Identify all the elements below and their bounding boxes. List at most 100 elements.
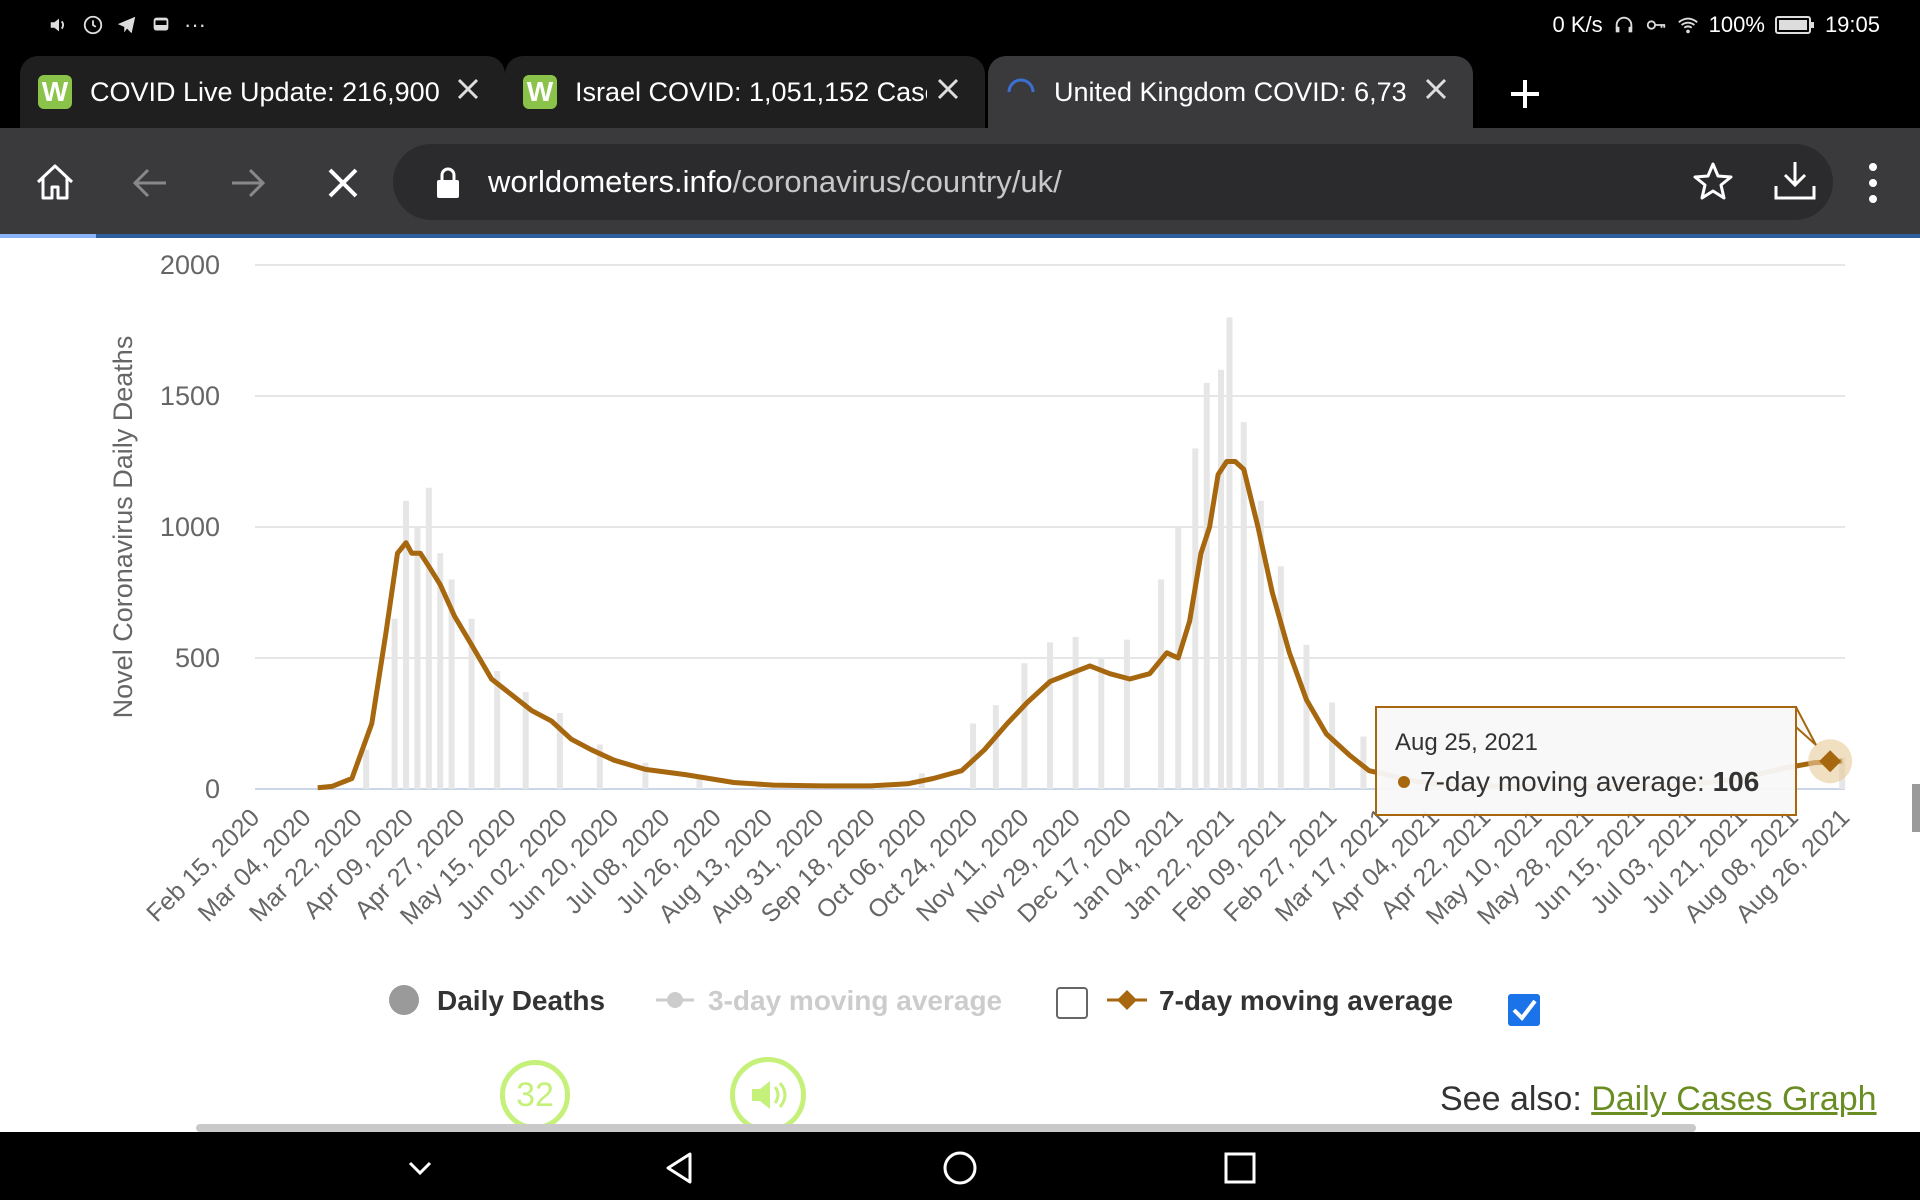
checkbox-7day[interactable] xyxy=(1508,994,1540,1026)
y-tick-label: 0 xyxy=(205,774,220,804)
bar-daily-death xyxy=(1203,382,1210,789)
y-tick-label: 1500 xyxy=(160,381,220,411)
audio-bubble[interactable] xyxy=(730,1057,806,1133)
bar-daily-death xyxy=(448,579,455,789)
nav-home-icon[interactable] xyxy=(938,1146,982,1190)
battery-percent: 100% xyxy=(1708,12,1765,37)
bar-daily-death xyxy=(1257,500,1264,789)
url-domain: worldometers.info xyxy=(488,164,733,199)
lock-icon[interactable] xyxy=(433,166,463,200)
chevron-down-icon[interactable] xyxy=(398,1146,442,1190)
y-tick-label: 2000 xyxy=(160,250,220,280)
clock-time: 19:05 xyxy=(1824,12,1880,37)
y-tick-label: 500 xyxy=(175,643,220,673)
hover-point-marker[interactable] xyxy=(1819,750,1842,773)
tab-uk-covid[interactable]: United Kingdom COVID: 6,73 xyxy=(988,56,1473,128)
telegram-icon xyxy=(117,16,136,34)
y-axis-label: Novel Coronavirus Daily Deaths xyxy=(108,336,138,719)
nav-back-icon[interactable] xyxy=(658,1146,702,1190)
bar-daily-death xyxy=(642,762,649,789)
tooltip-pointer xyxy=(1795,706,1817,746)
tooltip-date: Aug 25, 2021 xyxy=(1395,729,1538,756)
volume-icon xyxy=(50,18,65,32)
status-left-icons: ··· xyxy=(48,12,206,38)
bar-daily-death xyxy=(425,487,432,789)
bar-daily-death xyxy=(756,785,763,789)
tab-counter-bubble[interactable]: 32 xyxy=(500,1060,570,1130)
more-icon: ··· xyxy=(184,12,206,37)
legend-7-day-moving-average[interactable]: 7-day moving average xyxy=(1159,985,1453,1016)
bar-daily-death xyxy=(1021,663,1028,789)
wifi-icon xyxy=(1677,17,1698,34)
see-also: See also: Daily Cases Graph xyxy=(1440,1080,1877,1119)
bar-daily-death xyxy=(494,671,501,789)
bar-daily-death xyxy=(437,553,444,789)
close-tab-icon[interactable] xyxy=(453,74,483,104)
legend-daily-deaths-symbol[interactable] xyxy=(389,985,419,1015)
key-icon xyxy=(1646,20,1665,30)
new-tab-icon[interactable] xyxy=(1505,74,1545,114)
home-icon[interactable] xyxy=(30,158,80,208)
daily-cases-graph-link[interactable]: Daily Cases Graph xyxy=(1591,1080,1877,1118)
page-load-progress xyxy=(0,234,1920,238)
system-nav-bar xyxy=(0,1132,1920,1200)
close-tab-icon[interactable] xyxy=(1421,74,1451,104)
bar-daily-death xyxy=(1360,736,1367,789)
stop-loading-icon[interactable] xyxy=(318,158,368,208)
speaker-icon xyxy=(752,1081,787,1109)
tooltip-label: 7-day moving average: 106 xyxy=(1420,766,1759,797)
legend-3-day-moving-average[interactable]: 3-day moving average xyxy=(708,985,1002,1016)
bar-daily-death xyxy=(363,749,370,789)
bar-daily-death xyxy=(1329,702,1336,789)
status-right: 0 K/s 100% 19:05 xyxy=(1553,12,1880,38)
bar-daily-death xyxy=(414,527,421,789)
bar-daily-death xyxy=(1240,422,1247,789)
forward-icon[interactable] xyxy=(222,158,272,208)
bar-daily-death xyxy=(391,618,398,789)
menu-more-icon[interactable] xyxy=(1860,158,1886,208)
horizontal-scrollbar[interactable] xyxy=(196,1124,1696,1132)
tooltip-value: 106 xyxy=(1713,766,1760,797)
legend-daily-deaths[interactable]: Daily Deaths xyxy=(437,985,605,1016)
bar-daily-death xyxy=(522,692,529,789)
daily-deaths-chart: 0 500 1000 1500 2000 Novel Coronavirus Daily … xyxy=(108,250,1855,1026)
bar-daily-death xyxy=(1047,642,1053,789)
bar-daily-death xyxy=(992,705,999,789)
loading-spinner-icon xyxy=(1007,78,1035,93)
url-text[interactable]: worldometers.info/coronavirus/country/uk… xyxy=(488,164,1062,200)
browser-toolbar: worldometers.info/coronavirus/country/uk… xyxy=(0,128,1920,236)
vertical-scrollbar[interactable] xyxy=(1912,784,1920,832)
bar-daily-death xyxy=(1303,644,1310,789)
bar-daily-death xyxy=(1158,579,1165,789)
bar-daily-death xyxy=(468,618,475,789)
tab-strip: W COVID Live Update: 216,900, W Israel C… xyxy=(0,50,1920,128)
tab-title: Israel COVID: 1,051,152 Cases xyxy=(575,76,927,107)
close-tab-icon[interactable] xyxy=(933,74,963,104)
checkmark-icon xyxy=(1512,999,1537,1022)
bar-daily-death xyxy=(1123,639,1130,789)
bar-daily-death xyxy=(1192,448,1199,789)
address-bar[interactable]: worldometers.info/coronavirus/country/uk… xyxy=(393,144,1833,220)
bar-daily-death xyxy=(696,778,703,789)
tab-israel-covid[interactable]: W Israel COVID: 1,051,152 Cases xyxy=(505,56,985,128)
tab-title: United Kingdom COVID: 6,73 xyxy=(1054,76,1406,107)
system-status-bar: ··· 0 K/s 100% 19:05 xyxy=(0,0,1920,50)
bookmark-star-icon[interactable] xyxy=(1691,160,1735,204)
bar-daily-death xyxy=(970,723,977,789)
tab-covid-live[interactable]: W COVID Live Update: 216,900, xyxy=(20,56,505,128)
y-tick-label: 1000 xyxy=(160,512,220,542)
bar-daily-death xyxy=(1098,658,1105,789)
tooltip-series-dot xyxy=(1398,776,1410,788)
car-icon xyxy=(153,17,169,31)
download-icon[interactable] xyxy=(1770,156,1820,206)
nav-recents-icon[interactable] xyxy=(1218,1146,1262,1190)
bar-daily-death xyxy=(596,744,603,789)
bar-daily-death xyxy=(1072,637,1079,789)
legend-7day-symbol[interactable] xyxy=(1117,990,1137,1010)
bar-daily-death xyxy=(1226,317,1233,789)
back-icon[interactable] xyxy=(126,158,176,208)
bar-daily-death xyxy=(1217,369,1224,789)
legend-3day-symbol[interactable] xyxy=(667,992,683,1008)
worldometer-favicon: W xyxy=(38,75,72,109)
checkbox-3day[interactable] xyxy=(1056,987,1088,1019)
